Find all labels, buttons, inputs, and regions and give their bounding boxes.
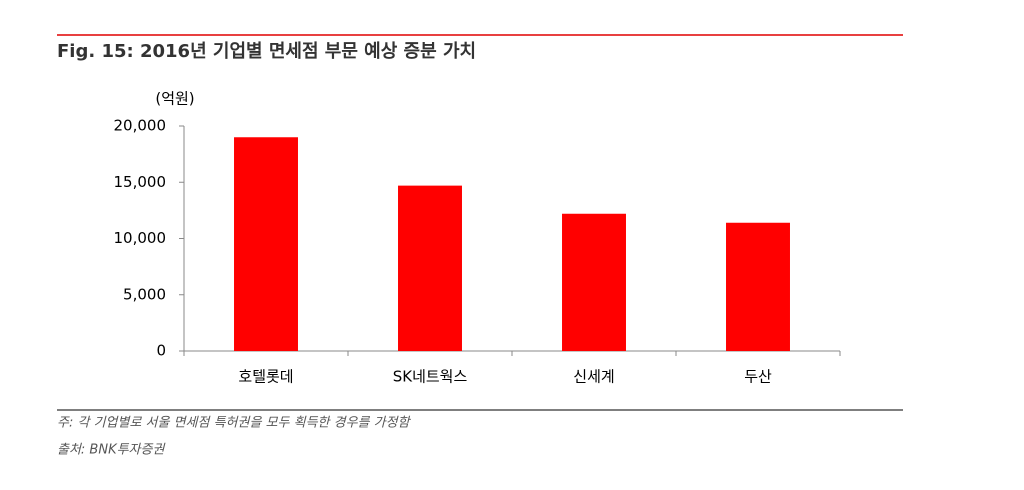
note: 주: 각 기업별로 서울 면세점 특허권을 모두 획득한 경우를 가정함 bbox=[57, 416, 412, 431]
chart-title: Fig. 15: 2016년 기업별 면세점 부문 예상 증분 가치 bbox=[57, 41, 476, 62]
bar bbox=[398, 185, 462, 351]
bar bbox=[562, 213, 626, 351]
bar bbox=[234, 137, 298, 351]
x-tick-label: 신세계 bbox=[573, 368, 614, 386]
y-unit: (억원) bbox=[155, 90, 194, 108]
x-tick-label: SK네트웍스 bbox=[393, 368, 468, 386]
y-tick-label: 0 bbox=[156, 342, 166, 360]
x-tick-label: 두산 bbox=[744, 368, 772, 386]
source: 출처: BNK투자증권 bbox=[57, 443, 166, 458]
y-tick-label: 10,000 bbox=[114, 229, 167, 247]
y-tick-label: 5,000 bbox=[123, 285, 166, 303]
y-tick-label: 20,000 bbox=[114, 117, 167, 135]
y-tick-label: 15,000 bbox=[114, 173, 167, 191]
bar bbox=[726, 222, 790, 351]
x-tick-label: 호텔롯데 bbox=[238, 368, 293, 386]
